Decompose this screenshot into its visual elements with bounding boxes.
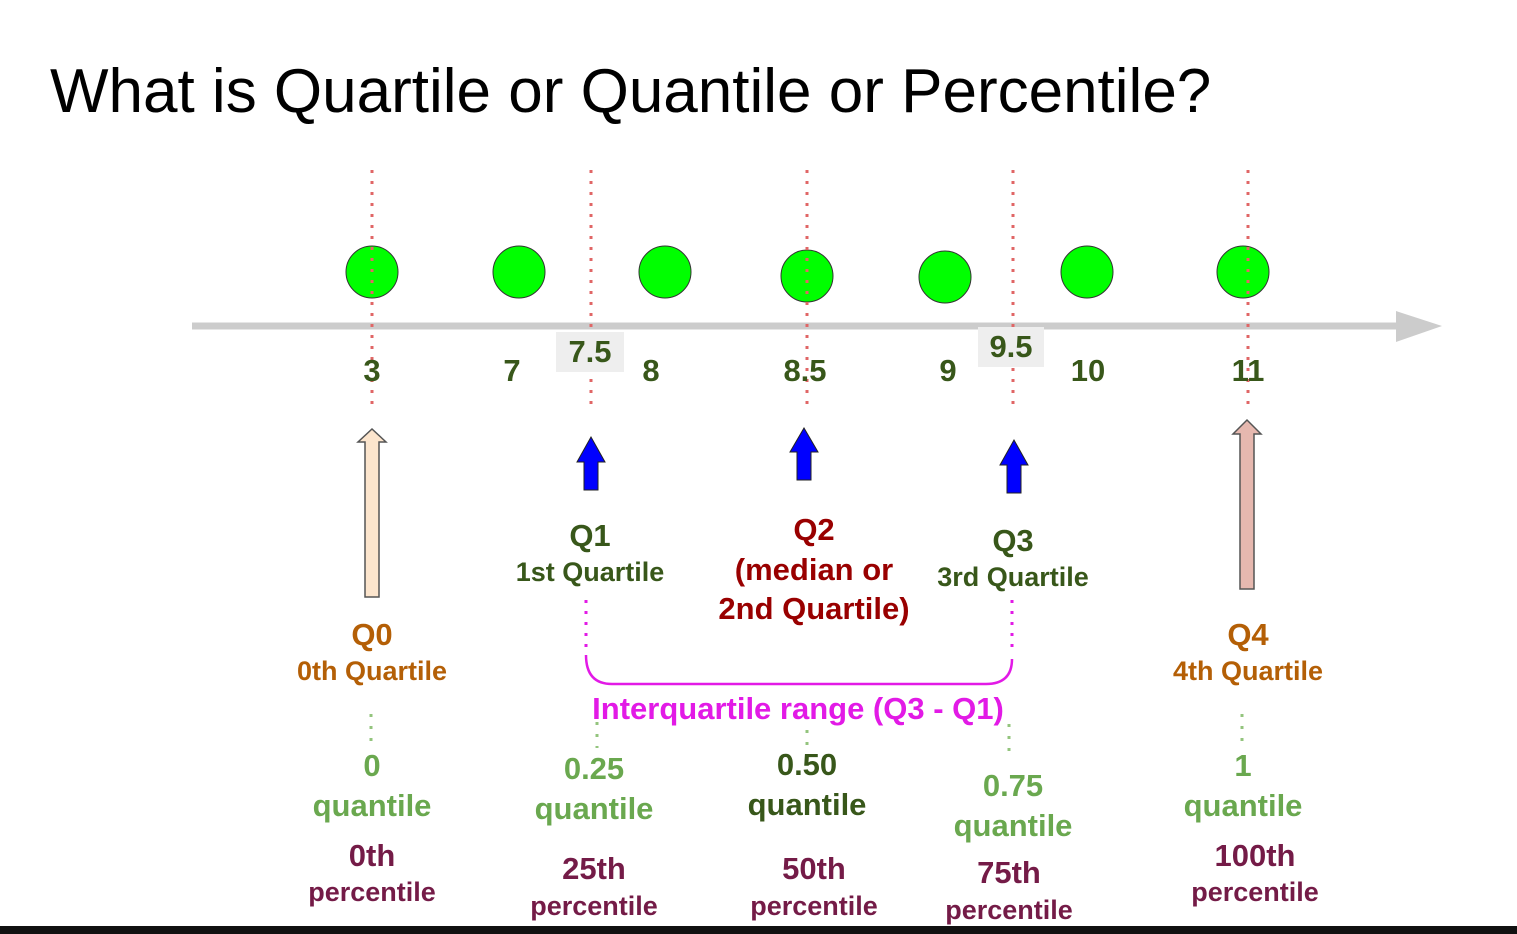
percentile-word: percentile [308,877,436,907]
quantile-word: quantile [1183,788,1303,823]
iqr-bracket [584,654,1014,686]
percentile-value: 100th [1214,838,1296,873]
q1-description: 1st Quartile [515,557,665,587]
percentile-word: percentile [530,891,658,921]
percentile-value: 75th [977,855,1041,890]
percentile-word: percentile [945,895,1073,925]
percentile-value: 50th [782,851,846,886]
data-point-dot [1060,245,1114,299]
q1-name: Q1 [569,518,611,553]
q2-description-line1: (median or [734,552,894,587]
q0-description: 0th Quartile [296,656,448,686]
data-point-dot [638,245,692,299]
quantile-value: 1 [1234,748,1252,783]
q3-name: Q3 [992,523,1034,558]
q0-arrow [356,427,388,598]
number-label: 8 [642,353,660,388]
iqr-label: Interquartile range (Q3 - Q1) [592,691,1004,726]
number-line-arrowhead [1396,311,1442,342]
q1-value-box: 7.5 [556,332,624,372]
percentile-word: percentile [750,891,878,921]
data-point-dot [780,249,834,303]
number-label: 8.5 [783,353,827,388]
q2-name: Q2 [793,512,835,547]
data-point-dot [918,250,972,304]
q0-name: Q0 [351,617,393,652]
quantile-word: quantile [534,791,654,826]
q4-description: 4th Quartile [1172,656,1324,686]
data-point-dot [492,245,546,299]
percentile-value: 0th [348,838,396,873]
bottom-border [0,926,1517,934]
q3-description: 3rd Quartile [937,562,1089,592]
quantile-word: quantile [953,808,1073,843]
quantile-value: 0.75 [982,768,1044,803]
q2-arrow [789,427,819,481]
number-label: 9 [939,353,957,388]
number-label: 7 [503,353,521,388]
q3-value-box: 9.5 [978,327,1044,367]
quantile-value: 0 [363,748,381,783]
q4-name: Q4 [1227,617,1269,652]
quantile-value: 0.50 [776,747,838,782]
percentile-word: percentile [1191,877,1319,907]
q3-arrow [999,438,1029,494]
page-title: What is Quartile or Quantile or Percenti… [50,57,1212,126]
quantile-word: quantile [312,788,432,823]
q1-arrow [576,435,606,491]
q4-arrow [1231,418,1263,590]
q2-description-line2: 2nd Quartile) [718,591,910,626]
number-label: 10 [1070,353,1106,388]
quantile-value: 0.25 [563,751,625,786]
percentile-value: 25th [562,851,626,886]
data-point-dot [1216,245,1270,299]
quantile-word: quantile [747,787,867,822]
number-label: 3 [363,353,381,388]
number-label: 11 [1231,353,1265,388]
